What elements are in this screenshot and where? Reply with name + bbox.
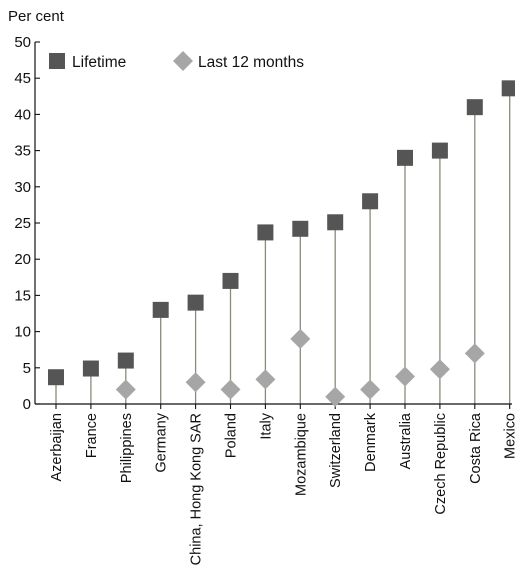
lifetime-point-china-hong-kong-sar xyxy=(187,294,204,311)
x-tick-label-azerbaijan: Azerbaijan xyxy=(49,413,65,482)
x-tick-label-denmark: Denmark xyxy=(363,412,379,472)
last-12-months-point-czech-republic xyxy=(429,359,450,380)
x-tick-label-mozambique: Mozambique xyxy=(293,413,309,496)
lifetime-point-australia xyxy=(397,149,413,166)
markers-layer xyxy=(48,80,515,407)
x-tick-label-czech-republic: Czech Republic xyxy=(433,413,449,515)
x-tick-label-switzerland: Switzerland xyxy=(328,413,344,488)
x-tick-label-italy: Italy xyxy=(258,412,274,439)
lifetime-point-poland xyxy=(222,272,239,289)
x-tick-label-costa-rica: Costa Rica xyxy=(468,412,484,484)
last-12-months-point-philippines xyxy=(115,379,136,400)
x-tick-label-france: France xyxy=(84,413,100,458)
last-12-months-point-mozambique xyxy=(290,328,311,349)
last-12-months-point-costa-rica xyxy=(464,343,485,364)
y-axis-label: Per cent xyxy=(8,8,65,25)
last-12-months-point-italy xyxy=(255,369,276,390)
last-12-months-point-denmark xyxy=(360,379,381,400)
x-tick-label-mexico: Mexico xyxy=(503,413,515,459)
y-tick-label-45: 45 xyxy=(14,70,31,87)
y-tick-label-35: 35 xyxy=(14,143,31,160)
lifetime-point-france xyxy=(82,360,99,377)
lifetime-point-azerbaijan xyxy=(48,369,64,386)
legend: Lifetime Last 12 months xyxy=(49,51,304,71)
lifetime-point-mozambique xyxy=(292,220,309,237)
x-tick-label-philippines: Philippines xyxy=(119,413,135,483)
lifetime-point-denmark xyxy=(362,193,379,210)
x-tick-label-germany: Germany xyxy=(154,412,170,472)
y-tick-label-0: 0 xyxy=(23,396,31,413)
y-tick-label-50: 50 xyxy=(14,34,31,51)
lifetime-point-philippines xyxy=(117,352,134,369)
y-tick-label-25: 25 xyxy=(14,215,31,232)
y-tick-label-15: 15 xyxy=(14,287,31,304)
axes-layer: 0 5 10 15 20 25 30 35 40 45 50 Azerbaijan France Phil… xyxy=(14,34,515,565)
legend-last-12-months-label: Last 12 months xyxy=(198,54,304,71)
y-tick-label-20: 20 xyxy=(14,251,31,268)
y-tick-label-30: 30 xyxy=(14,179,31,196)
lifetime-point-costa-rica xyxy=(466,99,483,116)
legend-last-12-months-swatch xyxy=(173,51,193,71)
legend-lifetime-label: Lifetime xyxy=(72,54,126,71)
y-tick-label-40: 40 xyxy=(14,106,31,123)
y-tick-label-5: 5 xyxy=(23,360,31,377)
lifetime-point-mexico xyxy=(501,80,515,97)
x-tick-label-poland: Poland xyxy=(224,413,240,458)
lifetime-point-italy xyxy=(257,224,274,241)
legend-lifetime-swatch xyxy=(49,53,65,69)
x-tick-label-australia: Australia xyxy=(398,412,414,469)
y-tick-label-10: 10 xyxy=(14,324,31,341)
last-12-months-point-china-hong-kong-sar xyxy=(185,372,206,393)
last-12-months-point-australia xyxy=(395,366,415,387)
lifetime-point-germany xyxy=(152,301,169,318)
lifetime-point-switzerland xyxy=(327,214,344,231)
last-12-months-point-switzerland xyxy=(325,386,346,407)
lifetime-point-czech-republic xyxy=(431,142,448,159)
x-tick-label-china-hong-kong-sar: China, Hong Kong SAR xyxy=(189,413,205,565)
last-12-months-point-poland xyxy=(220,379,241,400)
